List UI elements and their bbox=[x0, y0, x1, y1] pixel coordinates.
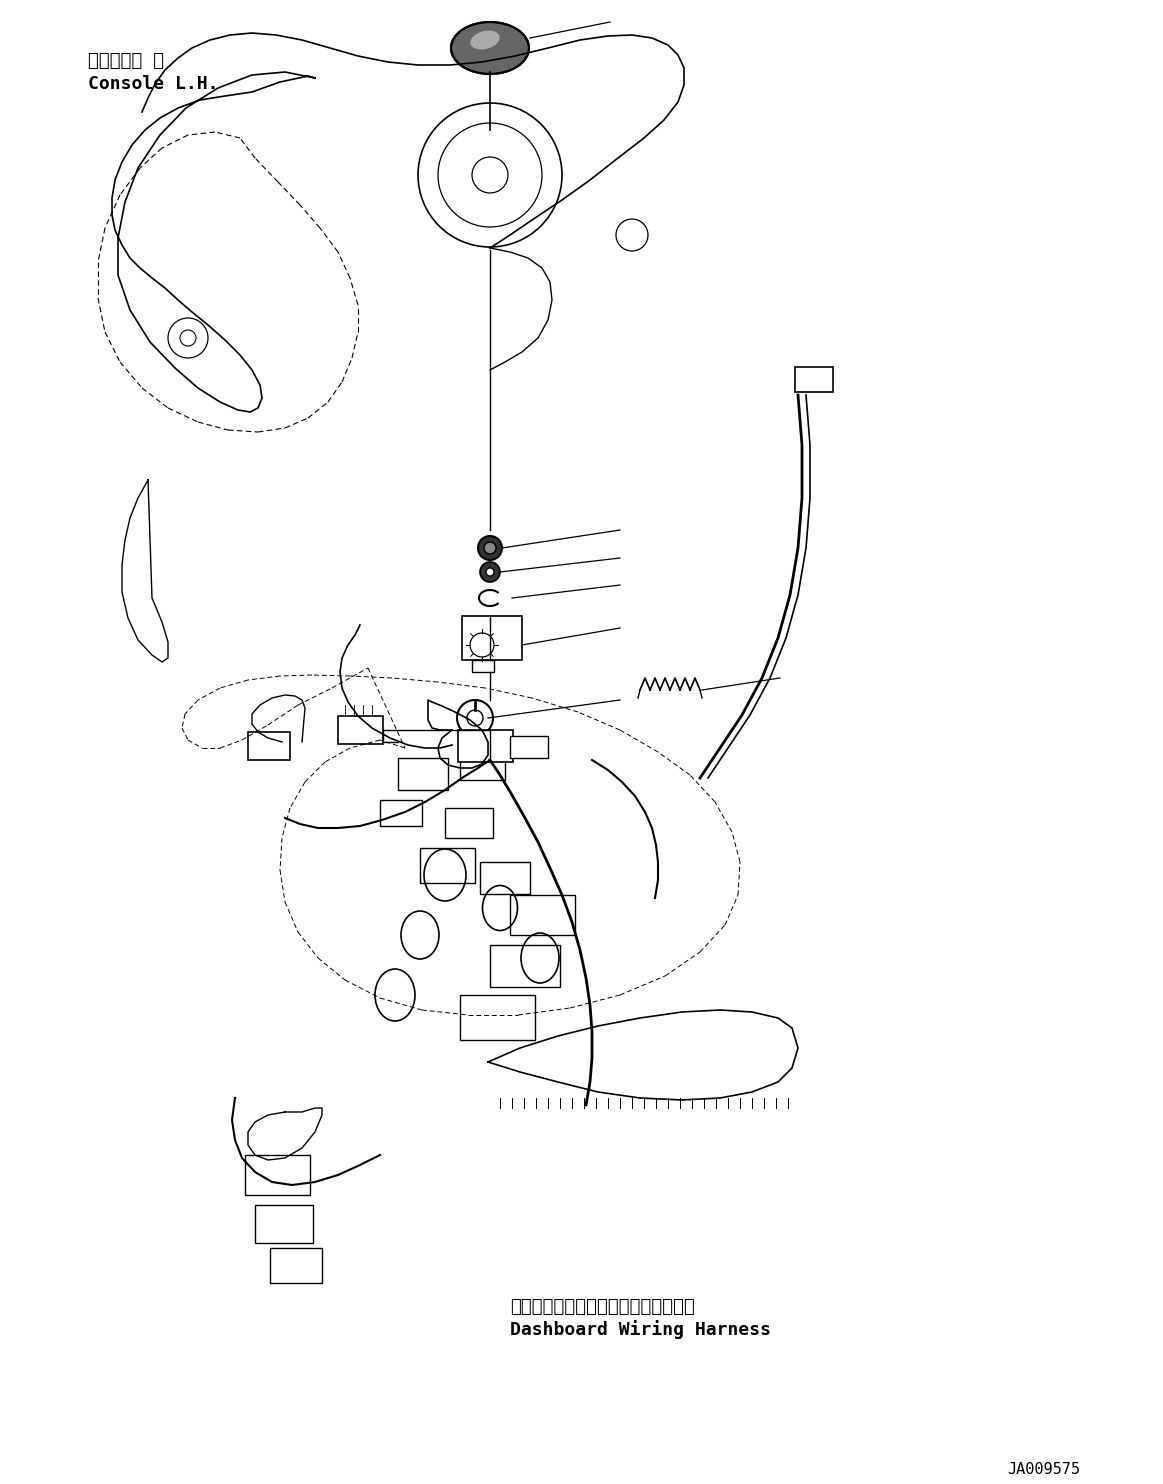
Circle shape bbox=[484, 542, 495, 554]
Bar bbox=[461, 994, 535, 1040]
Bar bbox=[248, 732, 290, 760]
Bar bbox=[511, 736, 548, 758]
Text: コンソール 左: コンソール 左 bbox=[88, 52, 164, 70]
Text: ダッシュボードワイヤリングハーネス: ダッシュボードワイヤリングハーネス bbox=[511, 1298, 694, 1316]
Bar bbox=[270, 1248, 322, 1284]
Bar bbox=[458, 730, 513, 761]
Bar bbox=[445, 807, 493, 838]
Bar bbox=[338, 715, 383, 743]
Bar bbox=[472, 660, 494, 672]
Bar bbox=[245, 1155, 311, 1195]
Bar bbox=[420, 847, 475, 883]
Circle shape bbox=[478, 536, 502, 559]
Bar bbox=[398, 758, 448, 789]
Text: JA009575: JA009575 bbox=[1007, 1462, 1080, 1477]
Bar bbox=[490, 945, 561, 987]
Bar bbox=[462, 616, 522, 660]
Bar bbox=[255, 1205, 313, 1244]
Bar bbox=[480, 862, 530, 893]
Ellipse shape bbox=[470, 31, 500, 49]
Text: Dashboard Wiring Harness: Dashboard Wiring Harness bbox=[511, 1319, 771, 1339]
Ellipse shape bbox=[451, 22, 529, 74]
Circle shape bbox=[486, 568, 494, 576]
Bar bbox=[380, 800, 422, 827]
Text: Console L.H.: Console L.H. bbox=[88, 76, 219, 93]
Bar bbox=[795, 367, 833, 392]
Bar bbox=[511, 895, 575, 935]
Bar bbox=[461, 752, 505, 781]
Circle shape bbox=[480, 562, 500, 582]
